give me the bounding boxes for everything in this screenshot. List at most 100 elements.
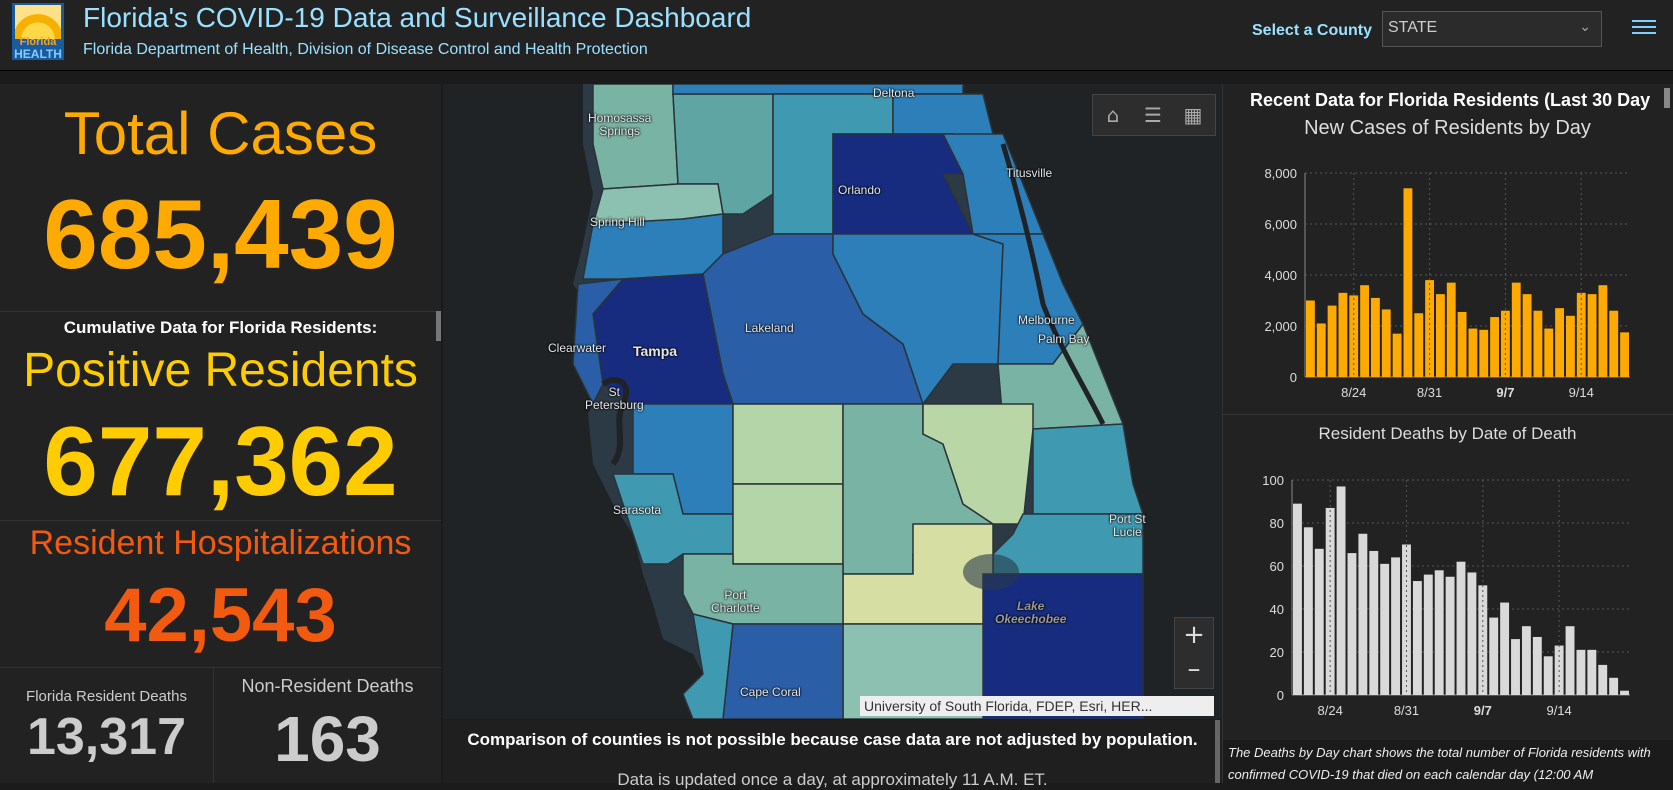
chart-bar[interactable] — [1522, 294, 1532, 377]
chart-bar[interactable] — [1479, 329, 1489, 377]
chart-bar[interactable] — [1489, 617, 1499, 695]
map-label-tampa: Tampa — [633, 343, 678, 359]
chart-bar[interactable] — [1609, 677, 1619, 695]
home-icon[interactable]: ⌂ — [1106, 103, 1120, 127]
chart-bar[interactable] — [1423, 574, 1433, 695]
chart-bar[interactable] — [1544, 328, 1554, 377]
chart-bar[interactable] — [1456, 561, 1466, 695]
chart-bar[interactable] — [1391, 557, 1401, 695]
chart-bar[interactable] — [1445, 576, 1455, 695]
chart-bar[interactable] — [1620, 332, 1629, 377]
positive-residents-label: Positive Residents — [23, 344, 418, 397]
chart-bar[interactable] — [1587, 294, 1597, 377]
charts-scrollbar[interactable] — [1664, 88, 1670, 108]
chart-bar[interactable] — [1446, 282, 1456, 377]
chart-bar[interactable] — [1555, 308, 1564, 377]
y-tick-label: 4,000 — [1264, 268, 1297, 283]
summary-scrollbar[interactable] — [436, 311, 441, 341]
chart-bar[interactable] — [1369, 550, 1379, 695]
chart-bar[interactable] — [1338, 292, 1348, 377]
map-label-lakeland: Lakeland — [745, 321, 794, 335]
florida-health-logo: Florida HEALTH — [12, 3, 64, 60]
non-resident-deaths-value: 163 — [274, 703, 381, 775]
chart-bar[interactable] — [1587, 649, 1597, 695]
chart-bar[interactable] — [1467, 572, 1477, 695]
chart-bar[interactable] — [1316, 323, 1326, 377]
county-choropleth[interactable] — [443, 84, 1222, 719]
chart-bar[interactable] — [1327, 305, 1337, 377]
cases-bar-chart[interactable]: 0 2,000 4,000 6,000 8,000 8/24 8/31 9/7 9/14 — [1222, 150, 1673, 410]
chart-bar[interactable] — [1620, 690, 1629, 695]
chart-bar[interactable] — [1511, 282, 1521, 377]
chart-bar[interactable] — [1598, 285, 1608, 377]
update-note-text: Data is updated once a day, at approxima… — [617, 770, 1048, 789]
chart-bar[interactable] — [1360, 285, 1369, 377]
y-tick-label: 100 — [1262, 473, 1284, 488]
map-label-st-petersburg: St Petersburg — [585, 385, 644, 412]
chart-bar[interactable] — [1402, 544, 1411, 696]
zoom-out-button[interactable]: – — [1187, 654, 1201, 684]
chart-bar[interactable] — [1349, 295, 1359, 377]
chart-bar[interactable] — [1533, 310, 1543, 377]
chart-bar[interactable] — [1371, 297, 1380, 377]
chart-bar[interactable] — [1314, 548, 1324, 695]
dashboard-title: Florida's COVID-19 Data and Surveillance… — [83, 2, 752, 33]
county-select-label: Select a County — [1252, 22, 1373, 39]
county-select[interactable]: STATE ⌄ — [1382, 11, 1602, 47]
y-tick-label: 2,000 — [1264, 319, 1297, 334]
x-tick-label: 8/31 — [1394, 703, 1419, 715]
chart-bar[interactable] — [1358, 533, 1368, 695]
y-tick-label: 60 — [1270, 559, 1284, 574]
y-tick-label: 20 — [1270, 645, 1284, 660]
chart-bar[interactable] — [1576, 649, 1586, 695]
cases-chart-title: New Cases of Residents by Day — [1304, 117, 1591, 139]
chart-bar[interactable] — [1598, 664, 1608, 695]
chart-bar[interactable] — [1468, 328, 1478, 377]
chart-bar[interactable] — [1392, 333, 1402, 377]
county-map[interactable]: Deltona Homosassa Springs Orlando Titusv… — [443, 84, 1222, 719]
hamburger-menu-icon[interactable] — [1632, 16, 1656, 40]
chart-bar[interactable] — [1434, 570, 1444, 695]
chart-bar[interactable] — [1565, 626, 1575, 695]
deaths-bar-chart[interactable]: 0 20 40 60 80 100 8/24 8/31 9/7 9/14 — [1222, 465, 1673, 715]
chart-bar[interactable] — [1336, 486, 1346, 695]
recent-data-heading: Recent Data for Florida Residents (Last … — [1250, 90, 1650, 110]
chart-bar[interactable] — [1306, 300, 1315, 378]
chart-bar[interactable] — [1500, 602, 1510, 695]
resident-deaths-label: Florida Resident Deaths — [26, 688, 187, 705]
chart-bar[interactable] — [1303, 527, 1313, 695]
resident-deaths-value: 13,317 — [26, 708, 187, 766]
map-label-orlando: Orlando — [838, 183, 881, 197]
logo-text-health: HEALTH — [14, 47, 62, 60]
map-note-scrollbar[interactable] — [1215, 720, 1220, 783]
chart-bar[interactable] — [1436, 294, 1445, 377]
hospitalizations-label: Resident Hospitalizations — [29, 524, 412, 562]
chart-bar[interactable] — [1566, 315, 1575, 377]
zoom-in-button[interactable]: + — [1183, 620, 1205, 650]
chart-bar[interactable] — [1521, 626, 1531, 695]
y-tick-label: 6,000 — [1264, 217, 1297, 232]
chart-bar[interactable] — [1403, 188, 1413, 377]
x-tick-label: 8/24 — [1341, 385, 1366, 400]
legend-list-icon[interactable]: ☰ — [1144, 103, 1162, 127]
map-toolbar: ⌂ ☰ ▦ — [1092, 94, 1216, 136]
chart-bar[interactable] — [1381, 309, 1391, 377]
divider — [213, 668, 214, 783]
chart-bar[interactable] — [1543, 656, 1553, 695]
chart-bar[interactable] — [1457, 311, 1467, 377]
chart-bar[interactable] — [1414, 313, 1424, 377]
chart-bar[interactable] — [1380, 563, 1390, 695]
map-note-panel: Comparison of counties is not possible b… — [443, 720, 1222, 789]
map-attribution[interactable]: University of South Florida, FDEP, Esri,… — [860, 696, 1214, 716]
chart-bar[interactable] — [1511, 639, 1520, 695]
chart-bar[interactable] — [1532, 636, 1542, 695]
chart-bar[interactable] — [1609, 310, 1619, 377]
deaths-chart-title: Resident Deaths by Date of Death — [1318, 424, 1577, 443]
chart-bar[interactable] — [1347, 553, 1357, 695]
map-label-port-charlotte: Port Charlotte — [711, 588, 760, 615]
chart-bar[interactable] — [1412, 581, 1422, 695]
basemap-gallery-icon[interactable]: ▦ — [1183, 103, 1203, 127]
chart-bar[interactable] — [1293, 503, 1302, 695]
chart-bar[interactable] — [1490, 317, 1499, 377]
divider — [0, 667, 441, 668]
